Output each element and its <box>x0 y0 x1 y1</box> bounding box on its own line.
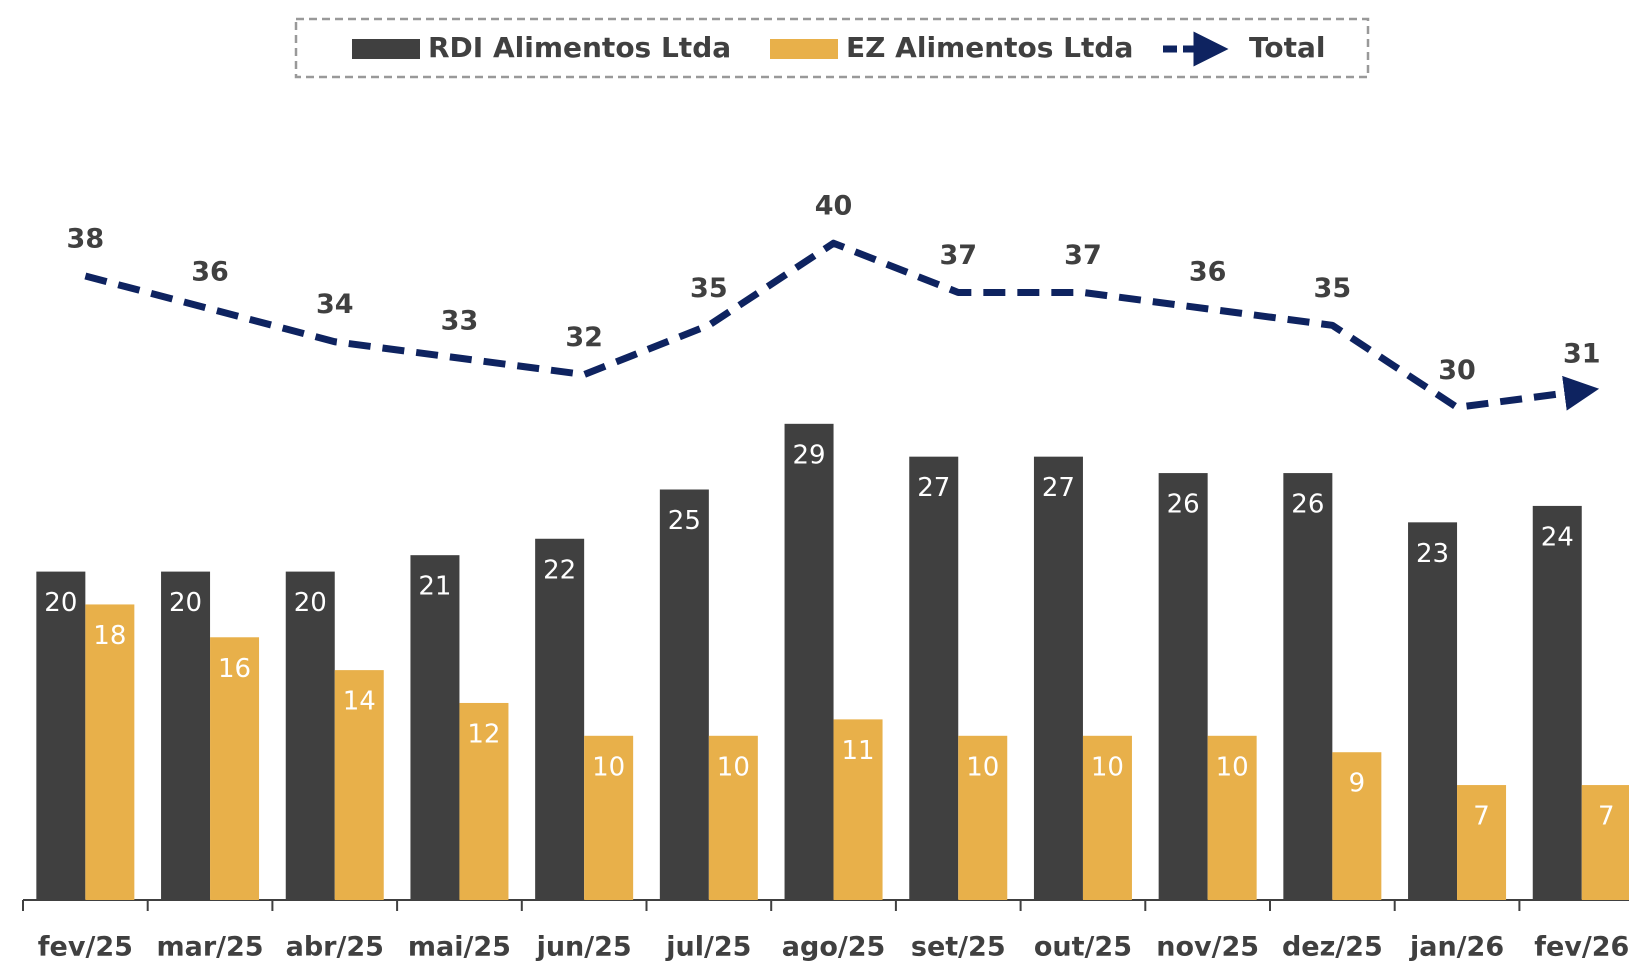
x-tick-label: mai/25 <box>408 932 511 963</box>
legend-label: RDI Alimentos Ltda <box>428 31 731 64</box>
legend-swatch <box>770 39 838 59</box>
bar-label: 22 <box>543 555 576 585</box>
bar-label: 24 <box>1541 522 1574 552</box>
x-tick-label: jun/25 <box>536 932 632 963</box>
bar-label: 29 <box>793 440 826 470</box>
bar-label: 10 <box>966 752 999 782</box>
bar-label: 25 <box>668 506 701 536</box>
bar-label: 7 <box>1598 802 1615 832</box>
bar <box>1207 735 1257 900</box>
x-tick-label: fev/26 <box>1534 932 1629 963</box>
legend-label: EZ Alimentos Ltda <box>846 31 1133 64</box>
bar <box>1082 735 1132 900</box>
x-tick-label: jul/25 <box>665 932 751 963</box>
total-label: 37 <box>1064 240 1102 271</box>
bar <box>659 489 709 900</box>
legend: RDI Alimentos Ltda EZ Alimentos Ltda Total <box>352 31 1326 67</box>
bar-label: 10 <box>1216 752 1249 782</box>
total-label: 38 <box>67 224 105 255</box>
bar-label: 23 <box>1416 539 1449 569</box>
x-tick-label: abr/25 <box>286 932 384 963</box>
bar <box>1158 473 1208 900</box>
total-label: 35 <box>1314 273 1352 304</box>
legend-label: Total <box>1249 31 1326 64</box>
total-label: 31 <box>1563 338 1601 369</box>
bar-label: 9 <box>1349 769 1366 799</box>
total-label: 32 <box>565 322 603 353</box>
bar <box>410 555 460 900</box>
x-tick-label: fev/25 <box>38 932 133 963</box>
bar <box>708 735 758 900</box>
total-label: 40 <box>815 191 853 222</box>
x-tick-label: out/25 <box>1034 932 1132 963</box>
bar <box>833 719 883 900</box>
bar-label: 16 <box>218 654 251 684</box>
bar-label: 26 <box>1167 490 1200 520</box>
bar-label: 10 <box>717 752 750 782</box>
bar-label: 20 <box>169 588 202 618</box>
bar-label: 14 <box>343 687 376 717</box>
x-tick-label: nov/25 <box>1156 932 1259 963</box>
legend-box <box>294 17 1370 79</box>
bar-label: 12 <box>467 719 500 749</box>
bar-label: 11 <box>842 736 875 766</box>
bar <box>1408 522 1458 900</box>
bar <box>334 670 384 900</box>
legend-swatch <box>352 39 420 59</box>
bar <box>535 538 585 900</box>
total-line <box>84 239 1600 411</box>
x-tick-label: jan/26 <box>1409 932 1504 963</box>
total-label: 36 <box>1189 256 1227 287</box>
x-tick-label: dez/25 <box>1282 932 1383 963</box>
bar-label: 27 <box>1042 473 1075 503</box>
bar-label: 10 <box>592 752 625 782</box>
x-tick-label: set/25 <box>911 932 1006 963</box>
bar <box>1581 785 1629 900</box>
bar-label: 7 <box>1473 802 1490 832</box>
bar <box>459 702 509 900</box>
bar <box>210 637 260 900</box>
bar-label: 26 <box>1291 490 1324 520</box>
bar <box>85 604 135 900</box>
bar <box>36 571 86 900</box>
bar <box>784 423 834 900</box>
bar <box>161 571 211 900</box>
x-tick-label: ago/25 <box>782 932 886 963</box>
bar <box>285 571 335 900</box>
bar <box>958 735 1008 900</box>
total-label: 34 <box>316 289 354 320</box>
bar-label: 18 <box>93 621 126 651</box>
bar <box>1332 752 1382 900</box>
bar <box>584 735 634 900</box>
total-label: 36 <box>191 256 229 287</box>
bar <box>1033 456 1083 900</box>
total-label: 35 <box>690 273 728 304</box>
total-label: 33 <box>441 306 479 337</box>
bar-label: 20 <box>44 588 77 618</box>
x-tick-label: mar/25 <box>156 932 263 963</box>
total-label: 30 <box>1438 355 1476 386</box>
bar <box>1457 785 1507 900</box>
bar-label: 20 <box>294 588 327 618</box>
bar <box>1532 505 1582 900</box>
bar-label: 27 <box>917 473 950 503</box>
bar <box>909 456 959 900</box>
total-label: 37 <box>939 240 977 271</box>
bar-label: 21 <box>418 572 451 602</box>
bar-label: 10 <box>1091 752 1124 782</box>
bar <box>1283 473 1333 900</box>
plot-area: fev/25 mar/25 abr/25 mai/25 jun/25 jul/25 ago/… <box>22 191 1629 963</box>
